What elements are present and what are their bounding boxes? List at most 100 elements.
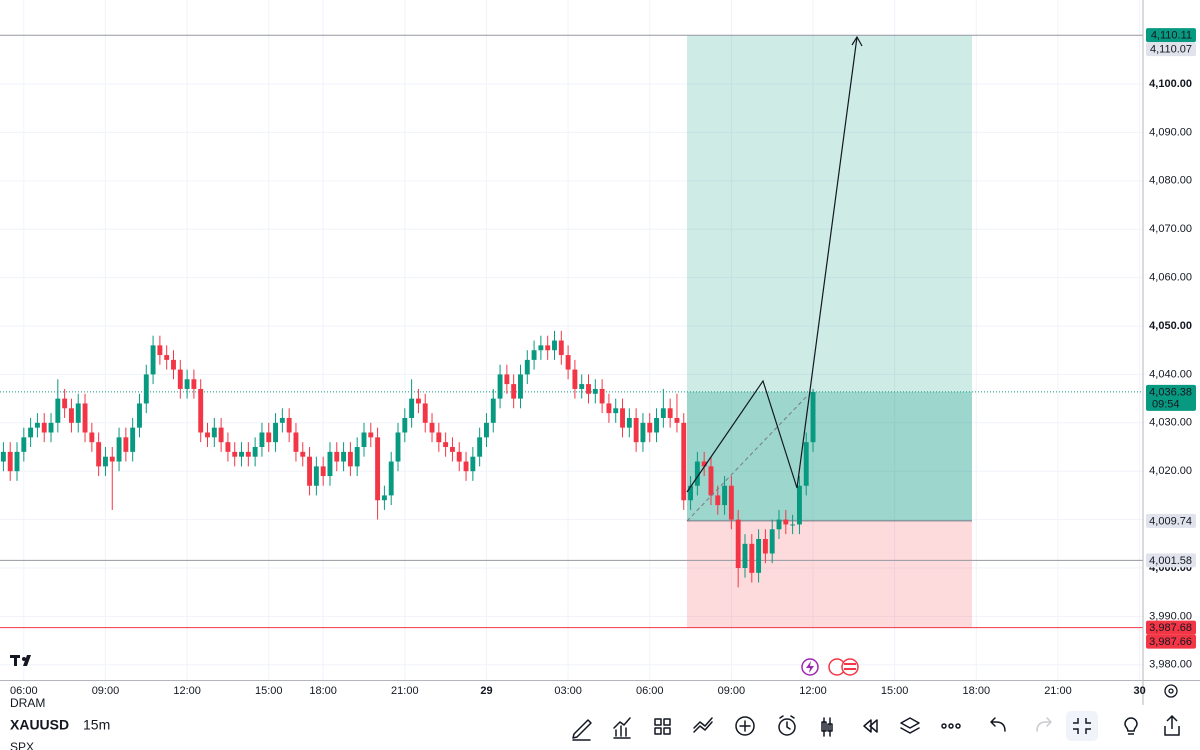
candle-body (708, 466, 714, 496)
watchlist-item[interactable]: DRAM (10, 696, 45, 710)
candle-body (150, 345, 156, 375)
candle-body (381, 495, 387, 501)
draw-icon[interactable] (572, 719, 592, 741)
candle-body (198, 388, 204, 433)
candle-body (252, 447, 258, 457)
candle-body (48, 422, 54, 433)
candle-body (511, 384, 517, 399)
watchlist-item[interactable]: SPX (10, 740, 34, 750)
settings-icon[interactable] (1164, 684, 1178, 698)
candle-body (558, 340, 564, 356)
candle-body (654, 417, 659, 433)
candle-body (395, 432, 401, 462)
candle-body (7, 451, 13, 472)
candle-body (28, 427, 34, 438)
candle-body (728, 485, 734, 520)
candle-body (783, 519, 789, 525)
price-label: 4,009.74 (1149, 515, 1192, 527)
alert-icon[interactable] (778, 718, 796, 736)
candle-body (518, 374, 523, 399)
candle-body (109, 456, 115, 462)
chart-type-icon[interactable] (821, 717, 833, 737)
candle-body (606, 403, 612, 414)
price-label-box (1146, 634, 1196, 649)
x-tick-label: 21:00 (1044, 685, 1072, 697)
candle-body (279, 417, 285, 423)
x-tick-label: 12:00 (173, 685, 201, 697)
candle-body (62, 398, 68, 409)
candle-body (177, 369, 183, 389)
candle-body (484, 422, 489, 438)
price-label-box (1146, 384, 1196, 411)
candle-body (320, 466, 326, 477)
candle-body (402, 417, 408, 433)
x-tick-label: 18:00 (309, 685, 337, 697)
y-tick-label: 3,990.00 (1149, 610, 1192, 622)
interval[interactable]: 15m (83, 717, 110, 733)
candle-body (586, 384, 591, 394)
layout-icon[interactable] (654, 718, 671, 735)
candle-body (82, 403, 88, 433)
candle-body (293, 432, 299, 452)
profit-zone (687, 35, 972, 521)
candle-body (164, 355, 170, 360)
y-tick-label: 4,060.00 (1149, 272, 1192, 284)
symbol[interactable]: XAUUSD (10, 717, 69, 733)
arrow-head (851, 35, 863, 47)
candle-body (375, 437, 381, 501)
candle-body (599, 388, 605, 404)
redo-icon (1036, 717, 1052, 732)
logo (10, 655, 31, 666)
candle-body (613, 408, 619, 414)
candle-body (218, 427, 224, 443)
candle-body (796, 485, 802, 525)
candle-body (531, 350, 537, 360)
indicators-icon[interactable] (613, 717, 631, 739)
candle-body (0, 451, 6, 462)
candle-body (14, 451, 20, 472)
ideas-icon[interactable] (1124, 717, 1138, 735)
candle-body (620, 408, 625, 428)
candle-body (701, 461, 707, 467)
y-tick-label: 4,100.00 (1149, 78, 1192, 90)
candle-body (191, 379, 197, 389)
event-icons[interactable] (801, 658, 859, 676)
candle-body (184, 379, 190, 389)
drawn-path (686, 36, 858, 493)
loss-zone (687, 520, 972, 628)
add-icon[interactable] (735, 716, 755, 736)
candle-body (171, 359, 176, 370)
open-profit-zone (687, 391, 972, 521)
candle-body (810, 391, 816, 443)
candle-body (68, 408, 74, 423)
layers-icon[interactable] (900, 717, 920, 734)
x-tick-label: 15:00 (255, 685, 283, 697)
candle-body (633, 417, 639, 443)
candle-body (361, 432, 367, 448)
candle-body (415, 398, 421, 404)
candle-body (769, 529, 775, 554)
candle-body (524, 359, 530, 375)
replay-icon[interactable] (863, 719, 878, 733)
candle-body (354, 447, 360, 467)
undo-icon[interactable] (990, 717, 1006, 732)
more-icon[interactable] (941, 723, 947, 729)
candle-body (749, 543, 755, 573)
candle-body (239, 451, 244, 457)
x-tick-label: 15:00 (881, 685, 909, 697)
candle-body (443, 442, 449, 448)
x-tick-label: 21:00 (391, 685, 419, 697)
candle-body (307, 456, 313, 486)
y-tick-label: 4,020.00 (1149, 465, 1192, 477)
fullscreen-button[interactable] (1066, 711, 1098, 741)
candle-body (470, 456, 476, 472)
compare-icon[interactable] (693, 717, 713, 733)
candle-body (334, 451, 340, 462)
y-tick-label: 4,080.00 (1149, 175, 1192, 187)
candle-body (300, 451, 306, 457)
exit-fullscreen-icon[interactable] (1073, 718, 1091, 734)
price-label: 4,110.07 (1150, 43, 1192, 55)
candle-body (225, 442, 231, 452)
share-icon[interactable] (1164, 714, 1180, 736)
candle-body (449, 447, 455, 452)
